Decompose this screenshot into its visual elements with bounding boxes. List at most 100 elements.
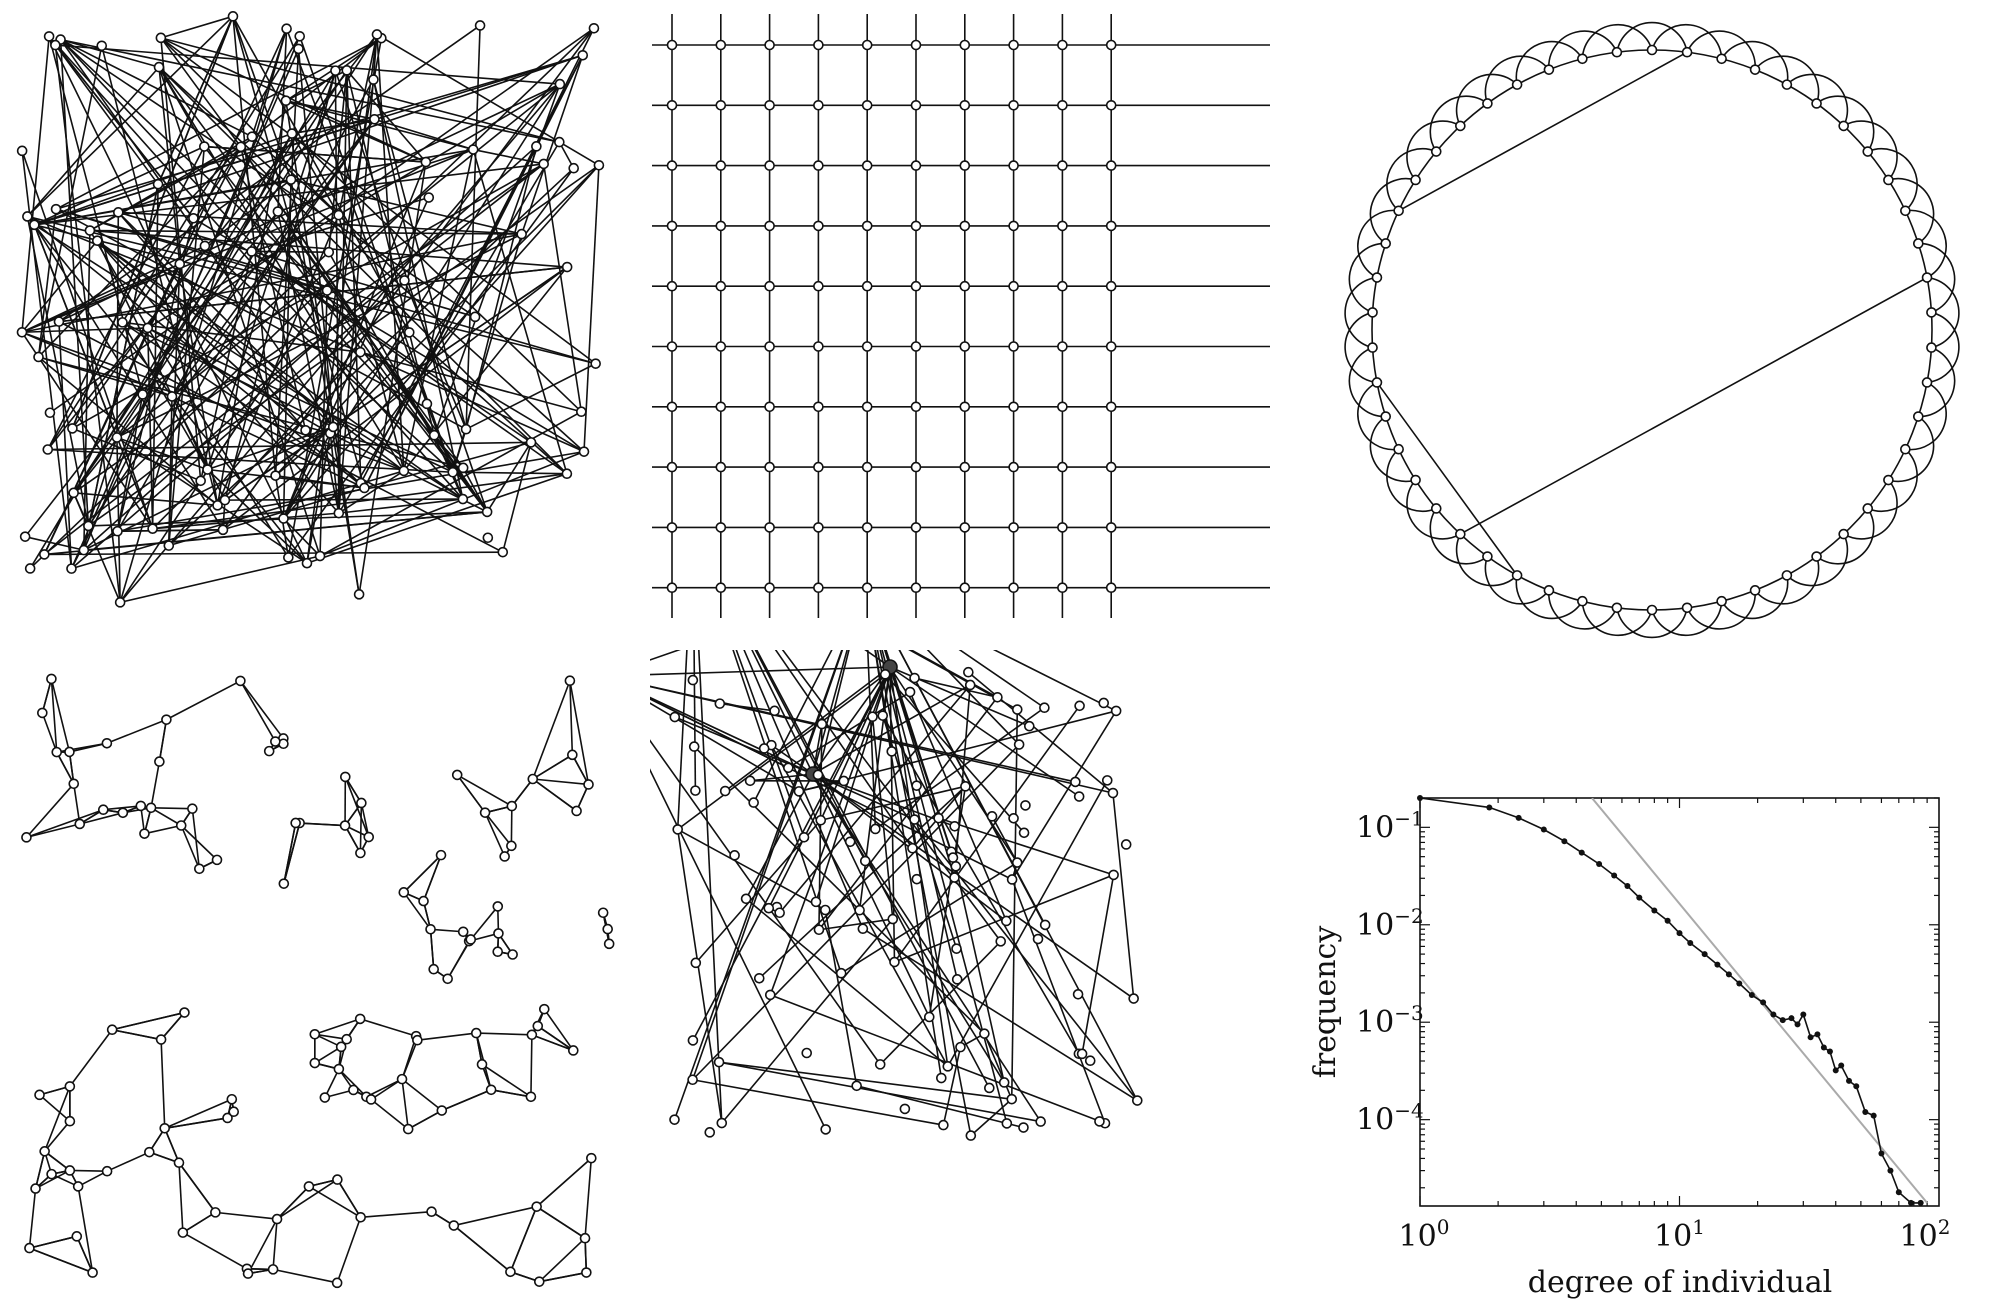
graph-edge (879, 650, 958, 980)
lattice-node (715, 39, 727, 51)
graph-edge (967, 671, 1114, 794)
ring-node (1367, 307, 1378, 318)
graph-edge (329, 433, 340, 514)
graph-node (425, 924, 436, 935)
graph-edge (532, 680, 571, 780)
graph-node (951, 974, 963, 985)
graph-node (532, 1020, 544, 1032)
ring-arc (1754, 55, 1820, 104)
graph-edge (83, 184, 159, 551)
lattice-node (1105, 100, 1117, 111)
graph-edge (970, 1098, 1013, 1137)
graph-node (335, 1041, 347, 1053)
graph-node (687, 1074, 698, 1086)
graph-node (688, 741, 700, 752)
ring-arc (1616, 607, 1688, 639)
graph-node (96, 40, 108, 52)
spatial-network-panel (21, 673, 615, 1289)
lattice-node (959, 582, 971, 594)
ring-arc (1406, 120, 1461, 181)
graph-node (106, 1024, 118, 1036)
graph-edge (359, 1018, 417, 1037)
graph-node (314, 550, 326, 562)
graph-node (938, 1119, 949, 1131)
y-tick-label: 10−2 (1356, 904, 1424, 943)
lattice-node (715, 160, 727, 171)
ring-node (1511, 79, 1523, 90)
degree-data-point (1907, 1199, 1914, 1206)
graph-edge (272, 1268, 338, 1284)
graph-node (278, 878, 290, 889)
ring-node (1883, 474, 1894, 486)
graph-edge (433, 434, 464, 500)
graph-edge (401, 1078, 443, 1112)
ring-arc (1754, 556, 1820, 605)
graph-node (51, 746, 63, 758)
graph-node (857, 923, 869, 935)
graph-node (211, 854, 223, 866)
graph-edge (758, 785, 966, 979)
graph-edge (422, 854, 442, 902)
graph-node (442, 973, 453, 985)
graph-node (319, 1092, 331, 1103)
graph-edge (650, 696, 814, 775)
graph-edge (251, 196, 430, 253)
ring-arc (1515, 40, 1584, 85)
graph-edge (403, 27, 595, 281)
lattice-node (666, 522, 678, 533)
graph-edge (277, 148, 474, 213)
graph-edge (48, 35, 159, 185)
graph-edge (329, 164, 600, 434)
graph-node (1011, 857, 1023, 868)
graph-node (72, 1181, 84, 1192)
degree-data-point (1770, 1011, 1777, 1018)
lattice-node (959, 280, 971, 292)
graph-node (428, 429, 440, 441)
graph-node (950, 861, 962, 872)
graph-node (113, 207, 124, 218)
graph-node (228, 1106, 240, 1118)
lattice-node (959, 341, 971, 352)
graph-node (339, 820, 351, 831)
graph-edge (820, 785, 966, 822)
graph-edge (56, 751, 75, 785)
graph-node (114, 597, 126, 608)
ring-node (1511, 570, 1523, 581)
graph-node (1011, 704, 1023, 715)
graph-edge (60, 38, 160, 68)
lattice-node (959, 522, 971, 533)
graph-node (942, 1061, 954, 1072)
degree-data-point (1748, 992, 1755, 999)
small-world-ring-panel (1344, 21, 1960, 639)
lattice-node (861, 582, 873, 594)
ring-node (1912, 238, 1924, 249)
graph-node (506, 840, 517, 852)
graph-node (355, 847, 366, 859)
graph-edge (21, 36, 50, 333)
graph-edge (358, 161, 427, 595)
graph-node (396, 1073, 408, 1085)
graph-node (212, 500, 223, 511)
graph-edge (55, 208, 328, 292)
graph-edge (160, 37, 406, 282)
graph-edge (537, 1025, 574, 1052)
lattice-node (861, 100, 873, 111)
lattice-node (764, 401, 775, 413)
ring-arc (1843, 479, 1898, 540)
graph-edge (360, 54, 584, 484)
graph-edge (676, 650, 688, 830)
graph-edge (538, 1237, 586, 1283)
graph-edge (71, 470, 405, 570)
lattice-node (1008, 160, 1019, 171)
graph-edge (569, 680, 574, 755)
graph-node (30, 1183, 41, 1194)
graph-edge (336, 1179, 362, 1218)
degree-data-point (1794, 1021, 1801, 1028)
graph-edge (314, 1018, 361, 1036)
graph-node (1035, 1116, 1046, 1127)
graph-node (879, 669, 891, 680)
graph-edge (345, 70, 362, 484)
graph-edge (72, 69, 348, 494)
graph-node (457, 493, 469, 505)
ring-arc (1816, 508, 1875, 565)
